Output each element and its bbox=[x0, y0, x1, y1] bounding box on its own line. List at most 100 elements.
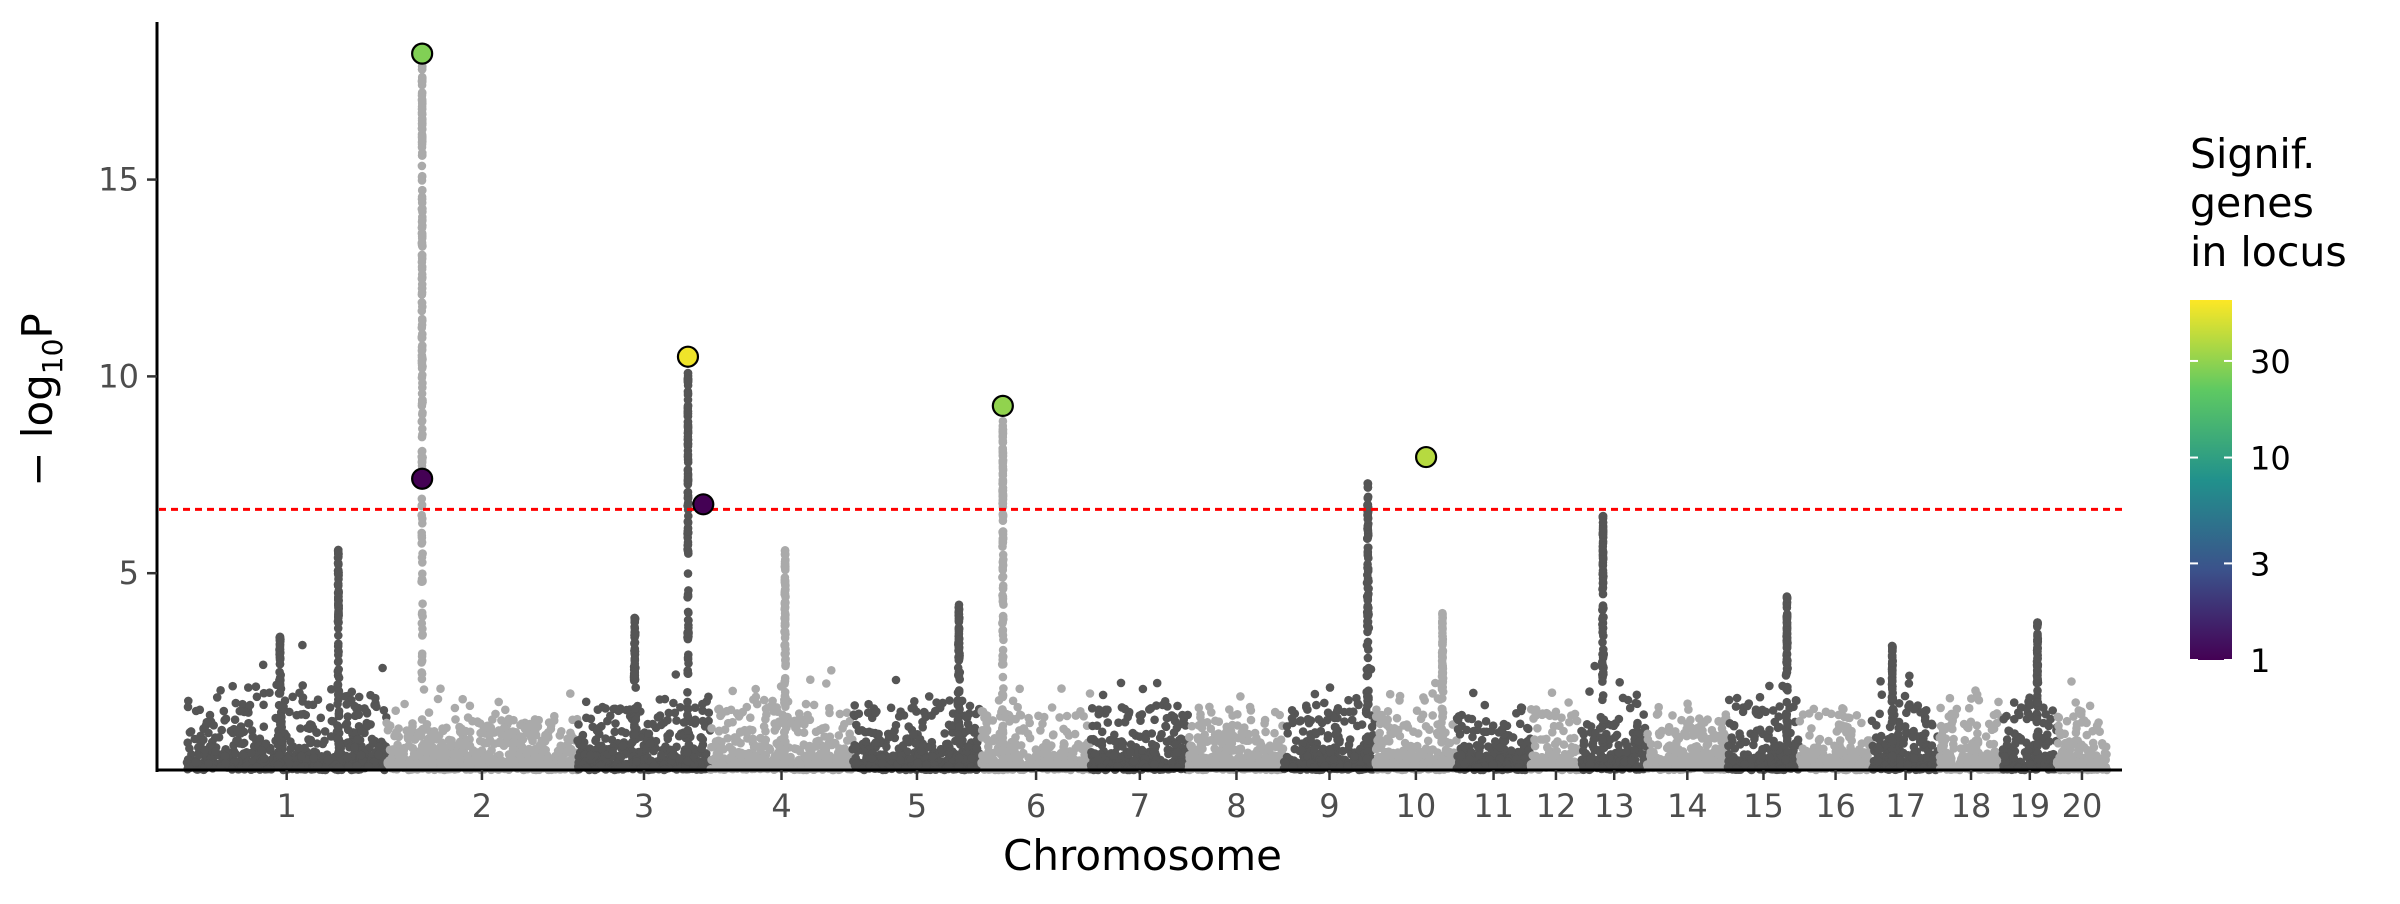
snp-point bbox=[497, 730, 506, 739]
peak-point bbox=[418, 116, 427, 125]
snp-point bbox=[1326, 683, 1335, 692]
peak-point bbox=[418, 501, 427, 510]
snp-point bbox=[728, 718, 737, 727]
snp-point bbox=[510, 738, 519, 747]
peak-point bbox=[683, 748, 692, 757]
peak-point bbox=[418, 162, 427, 171]
snp-point bbox=[1304, 715, 1313, 724]
snp-point bbox=[573, 736, 582, 745]
peak-point bbox=[684, 527, 693, 536]
peak-point bbox=[631, 704, 640, 713]
snp-point bbox=[249, 732, 258, 741]
peak-point bbox=[334, 568, 343, 577]
snp-point bbox=[309, 754, 318, 763]
peak-point bbox=[955, 672, 964, 681]
peak-point bbox=[780, 713, 789, 722]
snp-point bbox=[259, 701, 268, 710]
peak-point bbox=[418, 205, 427, 214]
snp-point bbox=[285, 708, 294, 717]
peak-point bbox=[780, 747, 789, 756]
snp-point bbox=[400, 700, 409, 709]
snp-point bbox=[1111, 737, 1120, 746]
snp-point bbox=[657, 751, 666, 760]
peak-point bbox=[418, 232, 427, 241]
peak-point bbox=[277, 702, 286, 711]
snp-point bbox=[751, 759, 760, 768]
peak-point bbox=[418, 288, 427, 297]
peak-point bbox=[276, 660, 285, 669]
snp-point bbox=[586, 751, 595, 760]
peak-point bbox=[418, 417, 427, 426]
peak-point bbox=[1438, 755, 1447, 764]
peak-point bbox=[684, 757, 693, 766]
peak-point bbox=[1364, 603, 1373, 612]
peak-point bbox=[955, 601, 964, 610]
peak-point bbox=[1438, 694, 1447, 703]
snp-point bbox=[840, 720, 849, 729]
peak-point bbox=[781, 614, 790, 623]
snp-point bbox=[1414, 729, 1423, 738]
peak-point bbox=[999, 538, 1008, 547]
peak-point bbox=[955, 656, 964, 665]
snp-point bbox=[1074, 740, 1083, 749]
snp-point bbox=[203, 718, 212, 727]
snp-point bbox=[1231, 758, 1240, 767]
snp-point bbox=[1010, 752, 1019, 761]
snp-point bbox=[445, 736, 454, 745]
snp-point bbox=[326, 703, 335, 712]
peak-point bbox=[1364, 533, 1373, 542]
snp-point bbox=[1099, 691, 1108, 700]
snp-point bbox=[925, 692, 934, 701]
peak-point bbox=[683, 669, 692, 678]
snp-point bbox=[523, 729, 532, 738]
snp-point bbox=[1150, 748, 1159, 757]
snp-point bbox=[324, 756, 333, 765]
snp-point bbox=[371, 694, 380, 703]
peak-point bbox=[418, 223, 427, 232]
snp-point bbox=[427, 758, 436, 767]
peak-point bbox=[418, 649, 427, 658]
chromosome-4-points bbox=[706, 546, 857, 774]
snp-point bbox=[715, 705, 724, 714]
snp-point bbox=[705, 708, 714, 717]
snp-point bbox=[691, 703, 700, 712]
peak-point bbox=[276, 633, 285, 642]
snp-point bbox=[929, 752, 938, 761]
snp-point bbox=[1211, 737, 1220, 746]
snp-point bbox=[1089, 735, 1098, 744]
peak-point bbox=[418, 252, 427, 261]
peak-point bbox=[684, 488, 693, 497]
peak-point bbox=[630, 721, 639, 730]
snp-point bbox=[852, 721, 861, 730]
snp-point bbox=[1223, 735, 1232, 744]
snp-point bbox=[298, 681, 307, 690]
snp-point bbox=[1091, 749, 1100, 758]
snp-point bbox=[1130, 757, 1139, 766]
snp-point bbox=[1228, 711, 1237, 720]
snp-point bbox=[1055, 713, 1064, 722]
snp-point bbox=[246, 701, 255, 710]
peak-point bbox=[418, 263, 427, 272]
snp-point bbox=[1344, 696, 1353, 705]
snp-point bbox=[1088, 704, 1097, 713]
snp-point bbox=[535, 760, 544, 769]
snp-point bbox=[191, 758, 200, 767]
snp-point bbox=[528, 737, 537, 746]
snp-point bbox=[474, 719, 483, 728]
snp-point bbox=[343, 753, 352, 762]
snp-point bbox=[871, 738, 880, 747]
chromosome-7-points bbox=[1087, 679, 1193, 775]
snp-point bbox=[1374, 736, 1383, 745]
peak-point bbox=[781, 640, 790, 649]
peak-point bbox=[334, 665, 343, 674]
snp-point bbox=[348, 688, 357, 697]
peak-point bbox=[1364, 645, 1373, 654]
peak-point bbox=[1438, 678, 1447, 687]
chromosome-9-points bbox=[1280, 479, 1379, 774]
snp-point bbox=[1177, 734, 1186, 743]
snp-point bbox=[1386, 690, 1395, 699]
snp-point bbox=[297, 752, 306, 761]
snp-point bbox=[1273, 752, 1282, 761]
snp-point bbox=[796, 747, 805, 756]
snp-point bbox=[805, 742, 814, 751]
